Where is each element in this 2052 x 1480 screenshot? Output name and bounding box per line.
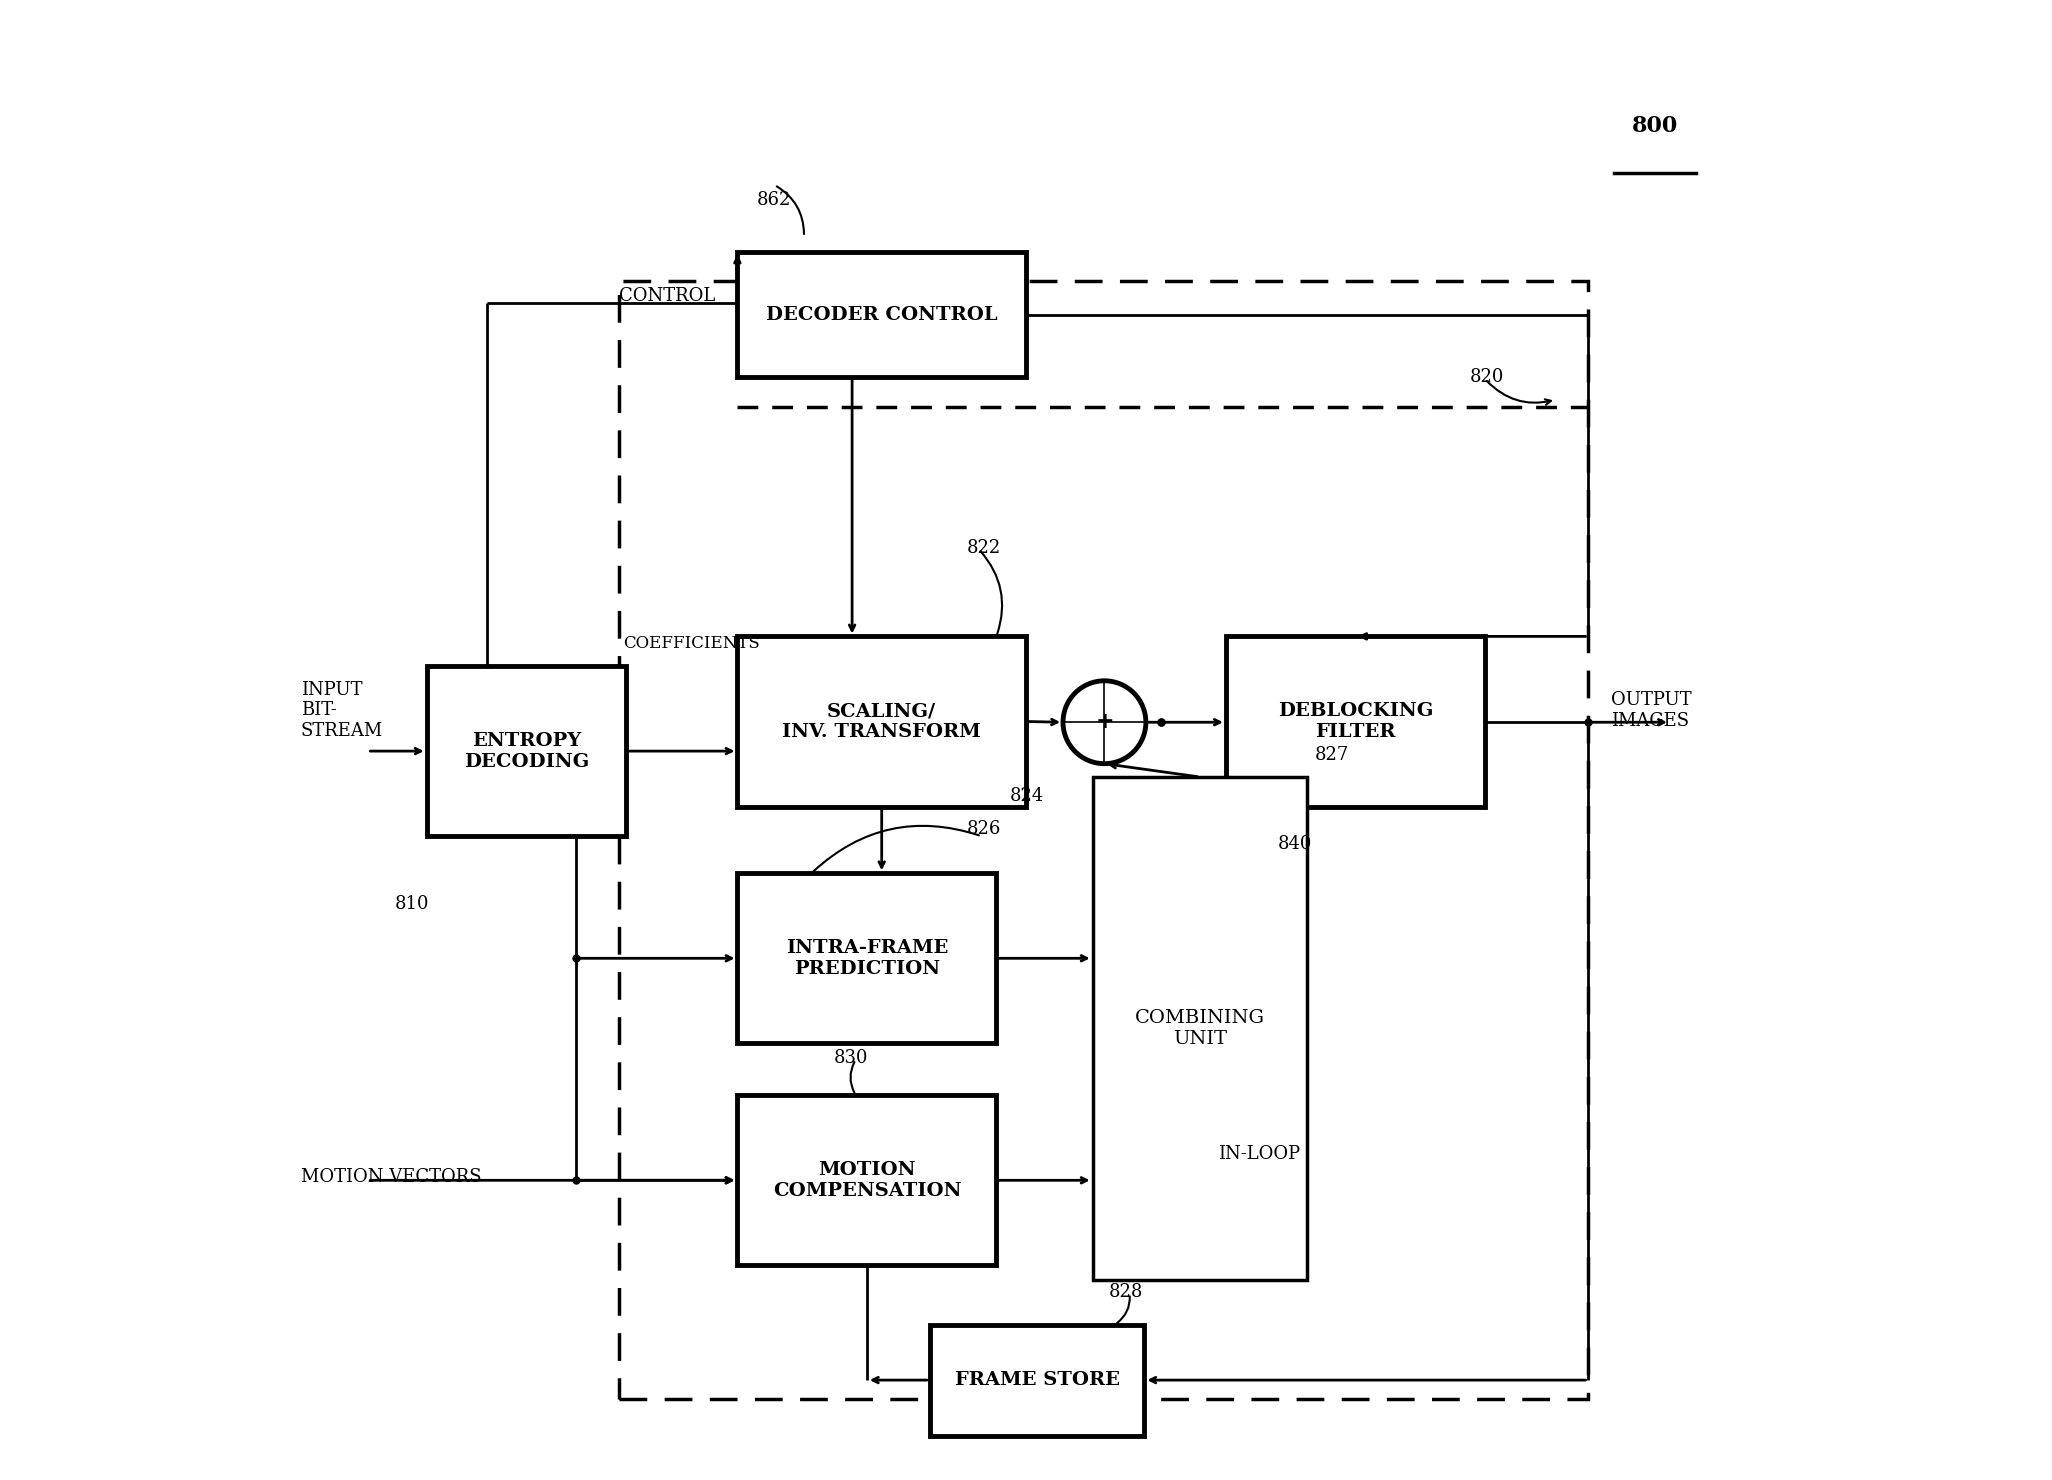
Text: MOTION
COMPENSATION: MOTION COMPENSATION [774, 1160, 960, 1200]
Text: MOTION VECTORS: MOTION VECTORS [302, 1168, 482, 1185]
Text: IN-LOOP: IN-LOOP [1219, 1146, 1301, 1163]
Text: 810: 810 [394, 895, 429, 913]
Text: +: + [1096, 712, 1114, 733]
Text: INPUT
BIT-
STREAM: INPUT BIT- STREAM [302, 681, 384, 740]
Text: CONTROL: CONTROL [620, 287, 716, 305]
Text: DEBLOCKING
FILTER: DEBLOCKING FILTER [1278, 702, 1432, 741]
Text: 827: 827 [1315, 746, 1348, 764]
FancyBboxPatch shape [737, 873, 997, 1043]
Text: INTRA-FRAME
PREDICTION: INTRA-FRAME PREDICTION [786, 938, 948, 978]
Text: 820: 820 [1469, 369, 1504, 386]
Text: 862: 862 [757, 191, 790, 209]
Text: 822: 822 [966, 539, 1001, 556]
FancyBboxPatch shape [737, 636, 1026, 807]
Text: FRAME STORE: FRAME STORE [954, 1370, 1120, 1390]
Text: OUTPUT
IMAGES: OUTPUT IMAGES [1611, 691, 1691, 730]
Text: 800: 800 [1631, 115, 1679, 136]
Text: 824: 824 [1010, 787, 1044, 805]
Text: 840: 840 [1278, 835, 1311, 852]
FancyBboxPatch shape [427, 666, 626, 836]
Text: 826: 826 [966, 820, 1001, 838]
Text: 830: 830 [833, 1049, 868, 1067]
Text: 828: 828 [1108, 1283, 1143, 1301]
Text: SCALING/
INV. TRANSFORM: SCALING/ INV. TRANSFORM [782, 702, 981, 741]
Text: COMBINING
UNIT: COMBINING UNIT [1135, 1009, 1264, 1048]
FancyBboxPatch shape [1225, 636, 1486, 807]
Text: COEFFICIENTS: COEFFICIENTS [624, 635, 759, 653]
FancyBboxPatch shape [737, 252, 1026, 377]
FancyBboxPatch shape [737, 1095, 997, 1265]
Text: DECODER CONTROL: DECODER CONTROL [765, 305, 997, 324]
Text: ENTROPY
DECODING: ENTROPY DECODING [464, 731, 589, 771]
FancyBboxPatch shape [930, 1325, 1145, 1436]
FancyBboxPatch shape [1092, 777, 1307, 1280]
